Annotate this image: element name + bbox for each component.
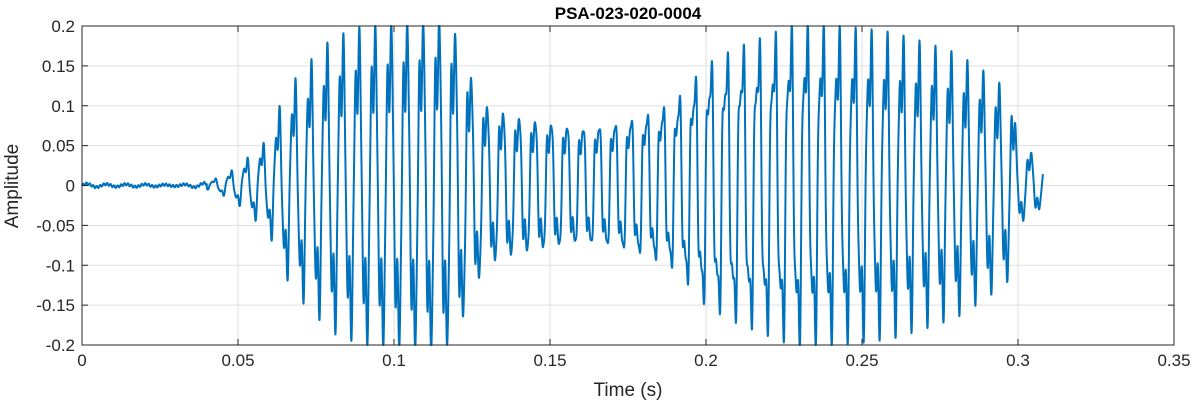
y-tick-label: 0.15 — [42, 57, 75, 76]
chart-title: PSA-023-020-0004 — [555, 4, 702, 23]
y-tick-label: 0 — [66, 177, 75, 196]
x-tick-label: 0.1 — [382, 351, 406, 370]
y-tick-label: 0.2 — [51, 17, 75, 36]
y-tick-label: 0.05 — [42, 137, 75, 156]
y-tick-label: -0.1 — [46, 256, 75, 275]
x-tick-label: 0.3 — [1006, 351, 1030, 370]
waveform-series-line — [81, 25, 1044, 346]
x-tick-labels: 0 0.05 0.1 0.15 0.2 0.25 0.3 0.35 — [77, 351, 1190, 370]
y-tick-label: -0.15 — [36, 296, 75, 315]
x-tick-label: 0.05 — [221, 351, 254, 370]
y-axis-label: Amplitude — [2, 144, 23, 229]
x-tick-label: 0.25 — [845, 351, 878, 370]
x-tick-label: 0.15 — [533, 351, 566, 370]
x-tick-label: 0.2 — [694, 351, 718, 370]
x-tick-label: 0 — [77, 351, 86, 370]
x-tick-label: 0.35 — [1157, 351, 1190, 370]
y-tick-label: -0.05 — [36, 216, 75, 235]
x-axis-label: Time (s) — [594, 380, 663, 401]
axis-ticks — [81, 25, 1175, 346]
y-tick-label: 0.1 — [51, 97, 75, 116]
y-tick-label: -0.2 — [46, 336, 75, 355]
y-tick-labels: 0.2 0.15 0.1 0.05 0 -0.05 -0.1 -0.15 -0.2 — [36, 17, 75, 355]
